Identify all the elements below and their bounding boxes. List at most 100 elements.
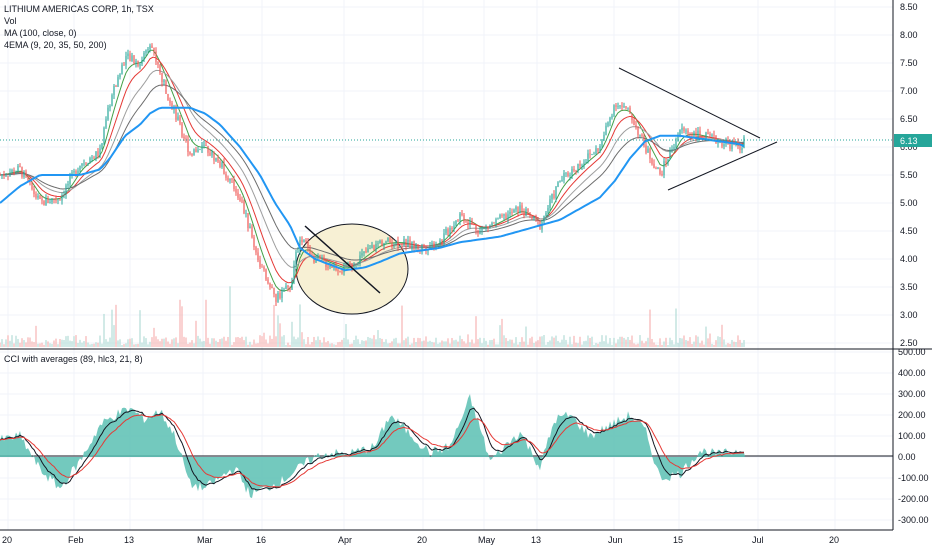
volume-bar: [465, 343, 467, 347]
candle-body: [153, 47, 155, 52]
candle-body: [99, 148, 101, 157]
volume-bar: [125, 343, 127, 347]
volume-bar: [513, 343, 515, 347]
legend-ma[interactable]: MA (100, close, 0): [4, 28, 77, 38]
volume-bar: [397, 343, 399, 347]
candle-body: [625, 106, 627, 108]
candle-body: [91, 157, 93, 159]
volume-bar: [535, 341, 537, 347]
volume-bar: [629, 339, 631, 347]
legend-cci[interactable]: CCI with averages (89, hlc3, 21, 8): [4, 354, 143, 364]
volume-bar: [507, 340, 509, 347]
volume-bar: [379, 338, 381, 347]
volume-bar: [445, 341, 447, 347]
candle-body: [605, 125, 607, 135]
candle-body: [41, 199, 43, 201]
candle-body: [7, 175, 9, 177]
candle-body: [369, 248, 371, 250]
candle-body: [53, 198, 55, 200]
candle-body: [195, 149, 197, 153]
volume-bar: [369, 337, 371, 347]
legend-volume[interactable]: Vol: [4, 16, 17, 26]
candle-body: [561, 180, 563, 182]
candle-body: [267, 279, 269, 284]
volume-bar: [521, 337, 523, 347]
volume-bar: [639, 335, 641, 347]
candle-body: [521, 205, 523, 212]
volume-bar: [609, 337, 611, 347]
volume-bar: [7, 335, 9, 347]
volume-bar: [169, 343, 171, 347]
volume-bar: [715, 340, 717, 347]
cci-tick-label: 0.00: [898, 452, 916, 462]
candle-body: [345, 264, 347, 266]
volume-bar: [491, 339, 493, 347]
cci-tick-label: 400.00: [898, 368, 926, 378]
volume-bar: [163, 338, 165, 347]
volume-bar: [689, 337, 691, 347]
downtrend-line[interactable]: [304, 225, 381, 294]
candle-body: [543, 215, 545, 223]
candle-body: [589, 153, 591, 155]
volume-bar: [205, 299, 207, 347]
volume-bar: [145, 338, 147, 347]
volume-bar: [55, 338, 57, 347]
volume-bar: [431, 341, 433, 347]
candle-body: [197, 149, 199, 153]
volume-bar: [27, 337, 29, 347]
volume-bar: [679, 337, 681, 347]
volume-bar: [253, 339, 255, 347]
volume-bar: [581, 344, 583, 347]
volume-bar: [407, 336, 409, 347]
volume-bar: [107, 341, 109, 347]
volume-bar: [469, 342, 471, 347]
volume-bar: [15, 335, 17, 347]
candle-body: [409, 239, 411, 249]
candle-body: [51, 198, 53, 203]
volume-bar: [721, 324, 723, 347]
volume-bar: [687, 340, 689, 347]
volume-bar: [643, 343, 645, 347]
price-tick-label: 8.50: [900, 2, 918, 12]
candle-body: [691, 134, 693, 138]
volume-bar: [197, 335, 199, 347]
candle-body: [125, 56, 127, 66]
candle-body: [729, 142, 731, 150]
volume-bar: [595, 342, 597, 347]
legend-symbol[interactable]: LITHIUM AMERICAS CORP, 1h, TSX: [4, 4, 154, 14]
candle-body: [309, 247, 311, 256]
candle-body: [429, 246, 431, 250]
legend-ema[interactable]: 4EMA (9, 20, 35, 50, 200): [4, 40, 107, 50]
candle-body: [531, 215, 533, 220]
volume-bar: [575, 342, 577, 347]
triangle-upper-line[interactable]: [618, 67, 761, 139]
candle-body: [645, 145, 647, 153]
candle-body: [39, 195, 41, 200]
candle-body: [119, 74, 121, 78]
candle-body: [151, 45, 153, 48]
candle-body: [411, 241, 413, 249]
volume-bar: [653, 342, 655, 347]
volume-bar: [423, 340, 425, 347]
volume-bar: [725, 344, 727, 347]
volume-bar: [105, 339, 107, 347]
candle-body: [113, 85, 115, 96]
candle-body: [169, 100, 171, 104]
cci-fill: [0, 394, 745, 499]
volume-bar: [339, 341, 341, 347]
candle-body: [633, 120, 635, 125]
candle-body: [503, 214, 505, 216]
volume-bar: [403, 340, 405, 347]
volume-bar: [135, 344, 137, 347]
volume-bar: [185, 337, 187, 347]
triangle-lower-line[interactable]: [667, 141, 778, 191]
volume-bar: [345, 324, 347, 347]
candle-body: [399, 245, 401, 247]
candle-body: [577, 163, 579, 172]
volume-bar: [559, 342, 561, 347]
volume-bar: [701, 340, 703, 347]
candle-body: [3, 174, 5, 177]
volume-bar: [667, 344, 669, 347]
candle-body: [65, 185, 67, 195]
